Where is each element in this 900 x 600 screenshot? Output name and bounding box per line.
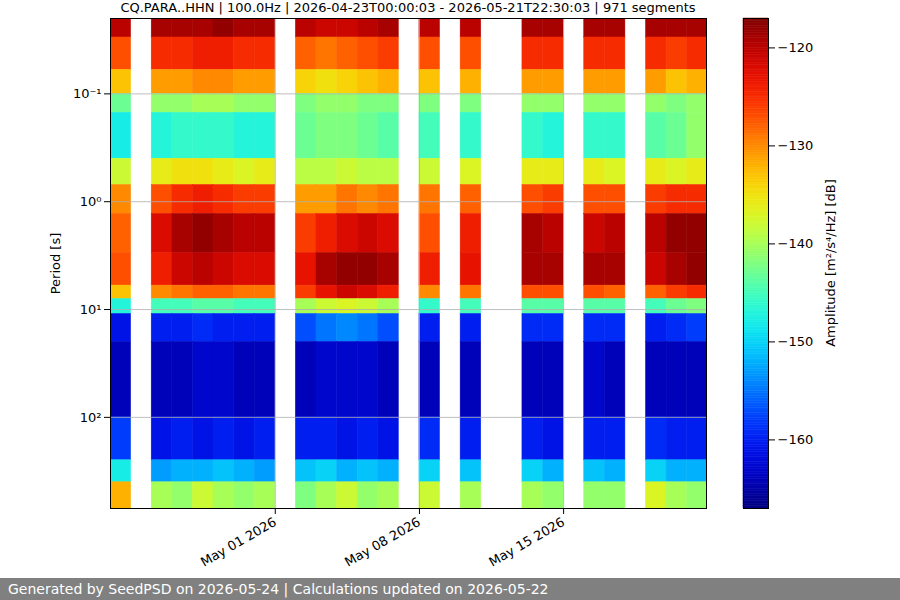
- svg-text:10²: 10²: [80, 410, 102, 425]
- svg-text:−120: −120: [778, 40, 814, 55]
- svg-text:−140: −140: [778, 236, 814, 251]
- svg-text:May 15 2026: May 15 2026: [486, 514, 567, 569]
- svg-text:Period [s]: Period [s]: [48, 233, 63, 295]
- svg-text:−160: −160: [778, 432, 814, 447]
- svg-text:−130: −130: [778, 138, 814, 153]
- svg-text:May 01 2026: May 01 2026: [198, 514, 279, 569]
- svg-text:May 08 2026: May 08 2026: [342, 514, 423, 569]
- svg-text:−150: −150: [778, 334, 814, 349]
- svg-text:10⁰: 10⁰: [80, 194, 102, 209]
- html-text:Generated by SeedPSD on 2026-0: Generated by SeedPSD on 2026-05-24 | Cal…: [8, 581, 549, 597]
- html-text:Amplitude [m²/s⁴/Hz] [dB]: Amplitude [m²/s⁴/Hz] [dB]: [822, 179, 838, 347]
- svg-text:10⁻¹: 10⁻¹: [73, 86, 102, 101]
- html-text:CQ.PARA..HHN | 100.0Hz | 2026-: CQ.PARA..HHN | 100.0Hz | 2026-04-23T00:0…: [120, 0, 696, 15]
- svg-text:10¹: 10¹: [80, 302, 102, 317]
